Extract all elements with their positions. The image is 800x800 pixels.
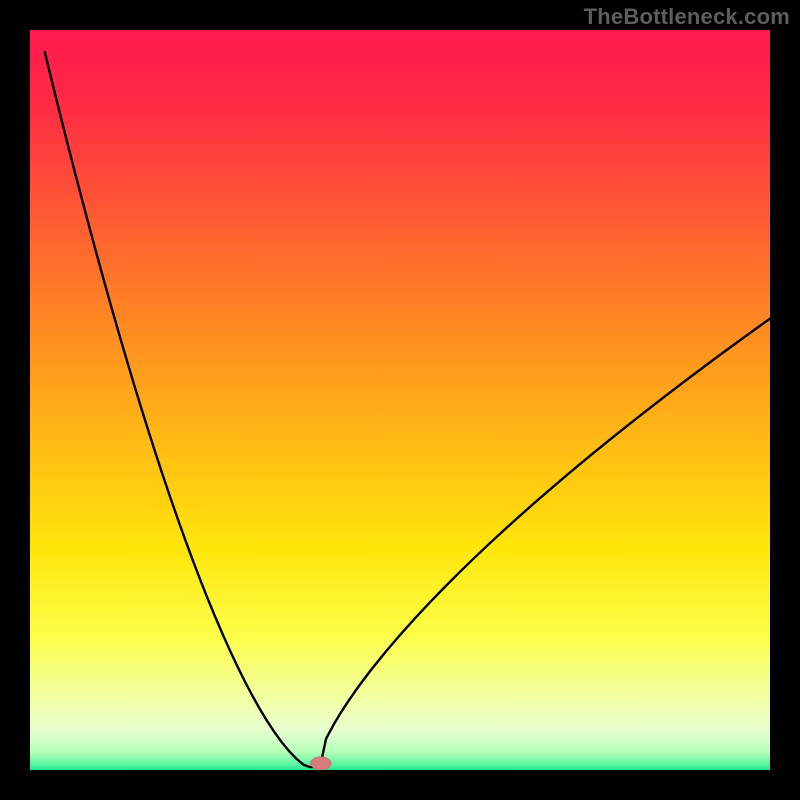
plot-area <box>30 30 770 770</box>
chart-frame: TheBottleneck.com <box>0 0 800 800</box>
minimum-marker <box>310 757 331 770</box>
watermark-text: TheBottleneck.com <box>584 4 790 30</box>
chart-svg <box>30 30 770 770</box>
